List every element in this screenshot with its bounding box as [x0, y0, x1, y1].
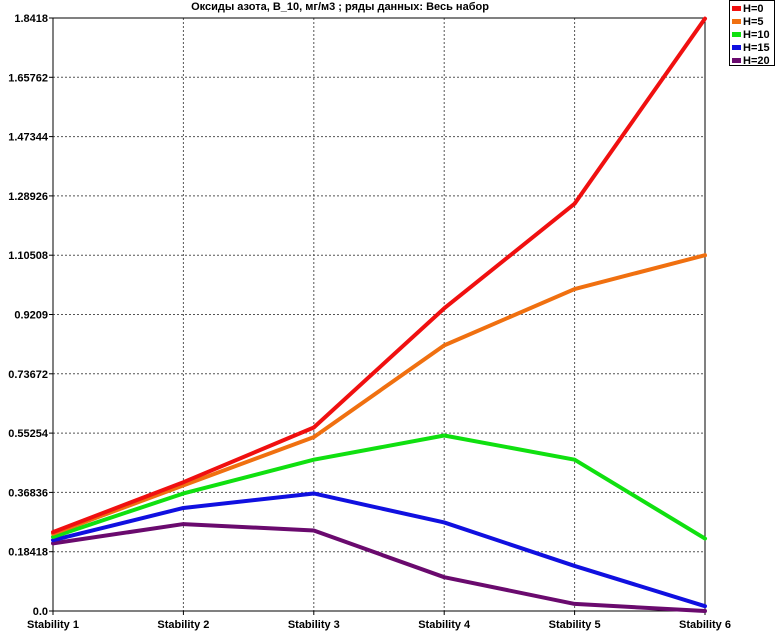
series-layer	[51, 16, 707, 613]
series-line-h20	[51, 522, 707, 613]
data-point	[181, 480, 185, 484]
data-point	[573, 287, 577, 291]
legend-label: H=20	[743, 54, 770, 67]
series-line-h15	[51, 491, 707, 609]
data-point	[51, 538, 55, 542]
series-line-h0	[51, 16, 707, 535]
x-tick-label: Stability 5	[549, 619, 601, 631]
legend-item-h10: H=10	[732, 28, 774, 41]
data-point	[312, 529, 316, 533]
data-point	[312, 435, 316, 439]
data-point	[703, 537, 707, 541]
legend-item-h15: H=15	[732, 41, 774, 54]
data-point	[573, 564, 577, 568]
chart-legend: H=0 H=5 H=10 H=15 H=20	[729, 0, 775, 67]
data-point	[312, 425, 316, 429]
legend-swatch	[732, 19, 741, 24]
data-point	[312, 491, 316, 495]
data-point	[573, 602, 577, 606]
y-tick-label: 0.55254	[8, 428, 49, 440]
data-point	[181, 522, 185, 526]
legend-label: H=15	[743, 41, 770, 54]
legend-label: H=10	[743, 28, 770, 41]
data-point	[181, 506, 185, 510]
y-tick-label: 1.47344	[8, 132, 49, 144]
axis-layer	[49, 17, 706, 615]
legend-swatch	[732, 6, 741, 11]
y-tick-label: 0.36836	[8, 487, 48, 499]
x-tick-label: Stability 3	[288, 619, 340, 631]
data-point	[442, 343, 446, 347]
data-point	[181, 483, 185, 487]
label-layer: 1.8418 1.65762 1.47344 1.28926 1.10508 0.9209…	[8, 13, 731, 631]
chart-title: Оксиды азота, В_10, мг/м3 ; ряды данных:…	[191, 1, 489, 13]
legend-item-h5: H=5	[732, 15, 774, 28]
y-tick-label: 1.8418	[14, 13, 48, 25]
data-point	[442, 306, 446, 310]
data-point	[51, 541, 55, 545]
data-point	[703, 17, 707, 21]
y-tick-label: 1.28926	[8, 191, 48, 203]
y-tick-label: 0.18418	[8, 547, 48, 559]
y-tick-label: 0.73672	[8, 369, 48, 381]
data-point	[573, 202, 577, 206]
x-tick-label: Stability 4	[418, 619, 471, 631]
data-point	[181, 491, 185, 495]
series-line-h10	[51, 433, 707, 541]
series-line-h5	[51, 253, 707, 536]
data-point	[51, 530, 55, 534]
plot-frame	[52, 17, 706, 612]
data-point	[703, 604, 707, 608]
data-point	[703, 609, 707, 613]
x-tick-label: Stability 2	[157, 619, 209, 631]
data-point	[51, 535, 55, 539]
data-point	[312, 458, 316, 462]
data-point	[442, 434, 446, 438]
data-point	[703, 253, 707, 257]
legend-swatch	[732, 58, 741, 63]
data-point	[573, 458, 577, 462]
grid-layer	[53, 18, 705, 611]
legend-swatch	[732, 45, 741, 50]
legend-swatch	[732, 32, 741, 37]
legend-item-h20: H=20	[732, 54, 774, 67]
y-tick-label: 0.0	[33, 606, 48, 618]
y-tick-label: 1.10508	[8, 250, 48, 262]
data-point	[442, 575, 446, 579]
legend-label: H=5	[743, 15, 764, 28]
legend-item-h0: H=0	[732, 2, 774, 15]
y-tick-label: 0.9209	[14, 310, 48, 322]
data-point	[442, 520, 446, 524]
y-tick-label: 1.65762	[8, 72, 48, 84]
legend-label: H=0	[743, 2, 764, 15]
x-tick-label: Stability 6	[679, 619, 731, 631]
x-tick-label: Stability 1	[27, 619, 79, 631]
